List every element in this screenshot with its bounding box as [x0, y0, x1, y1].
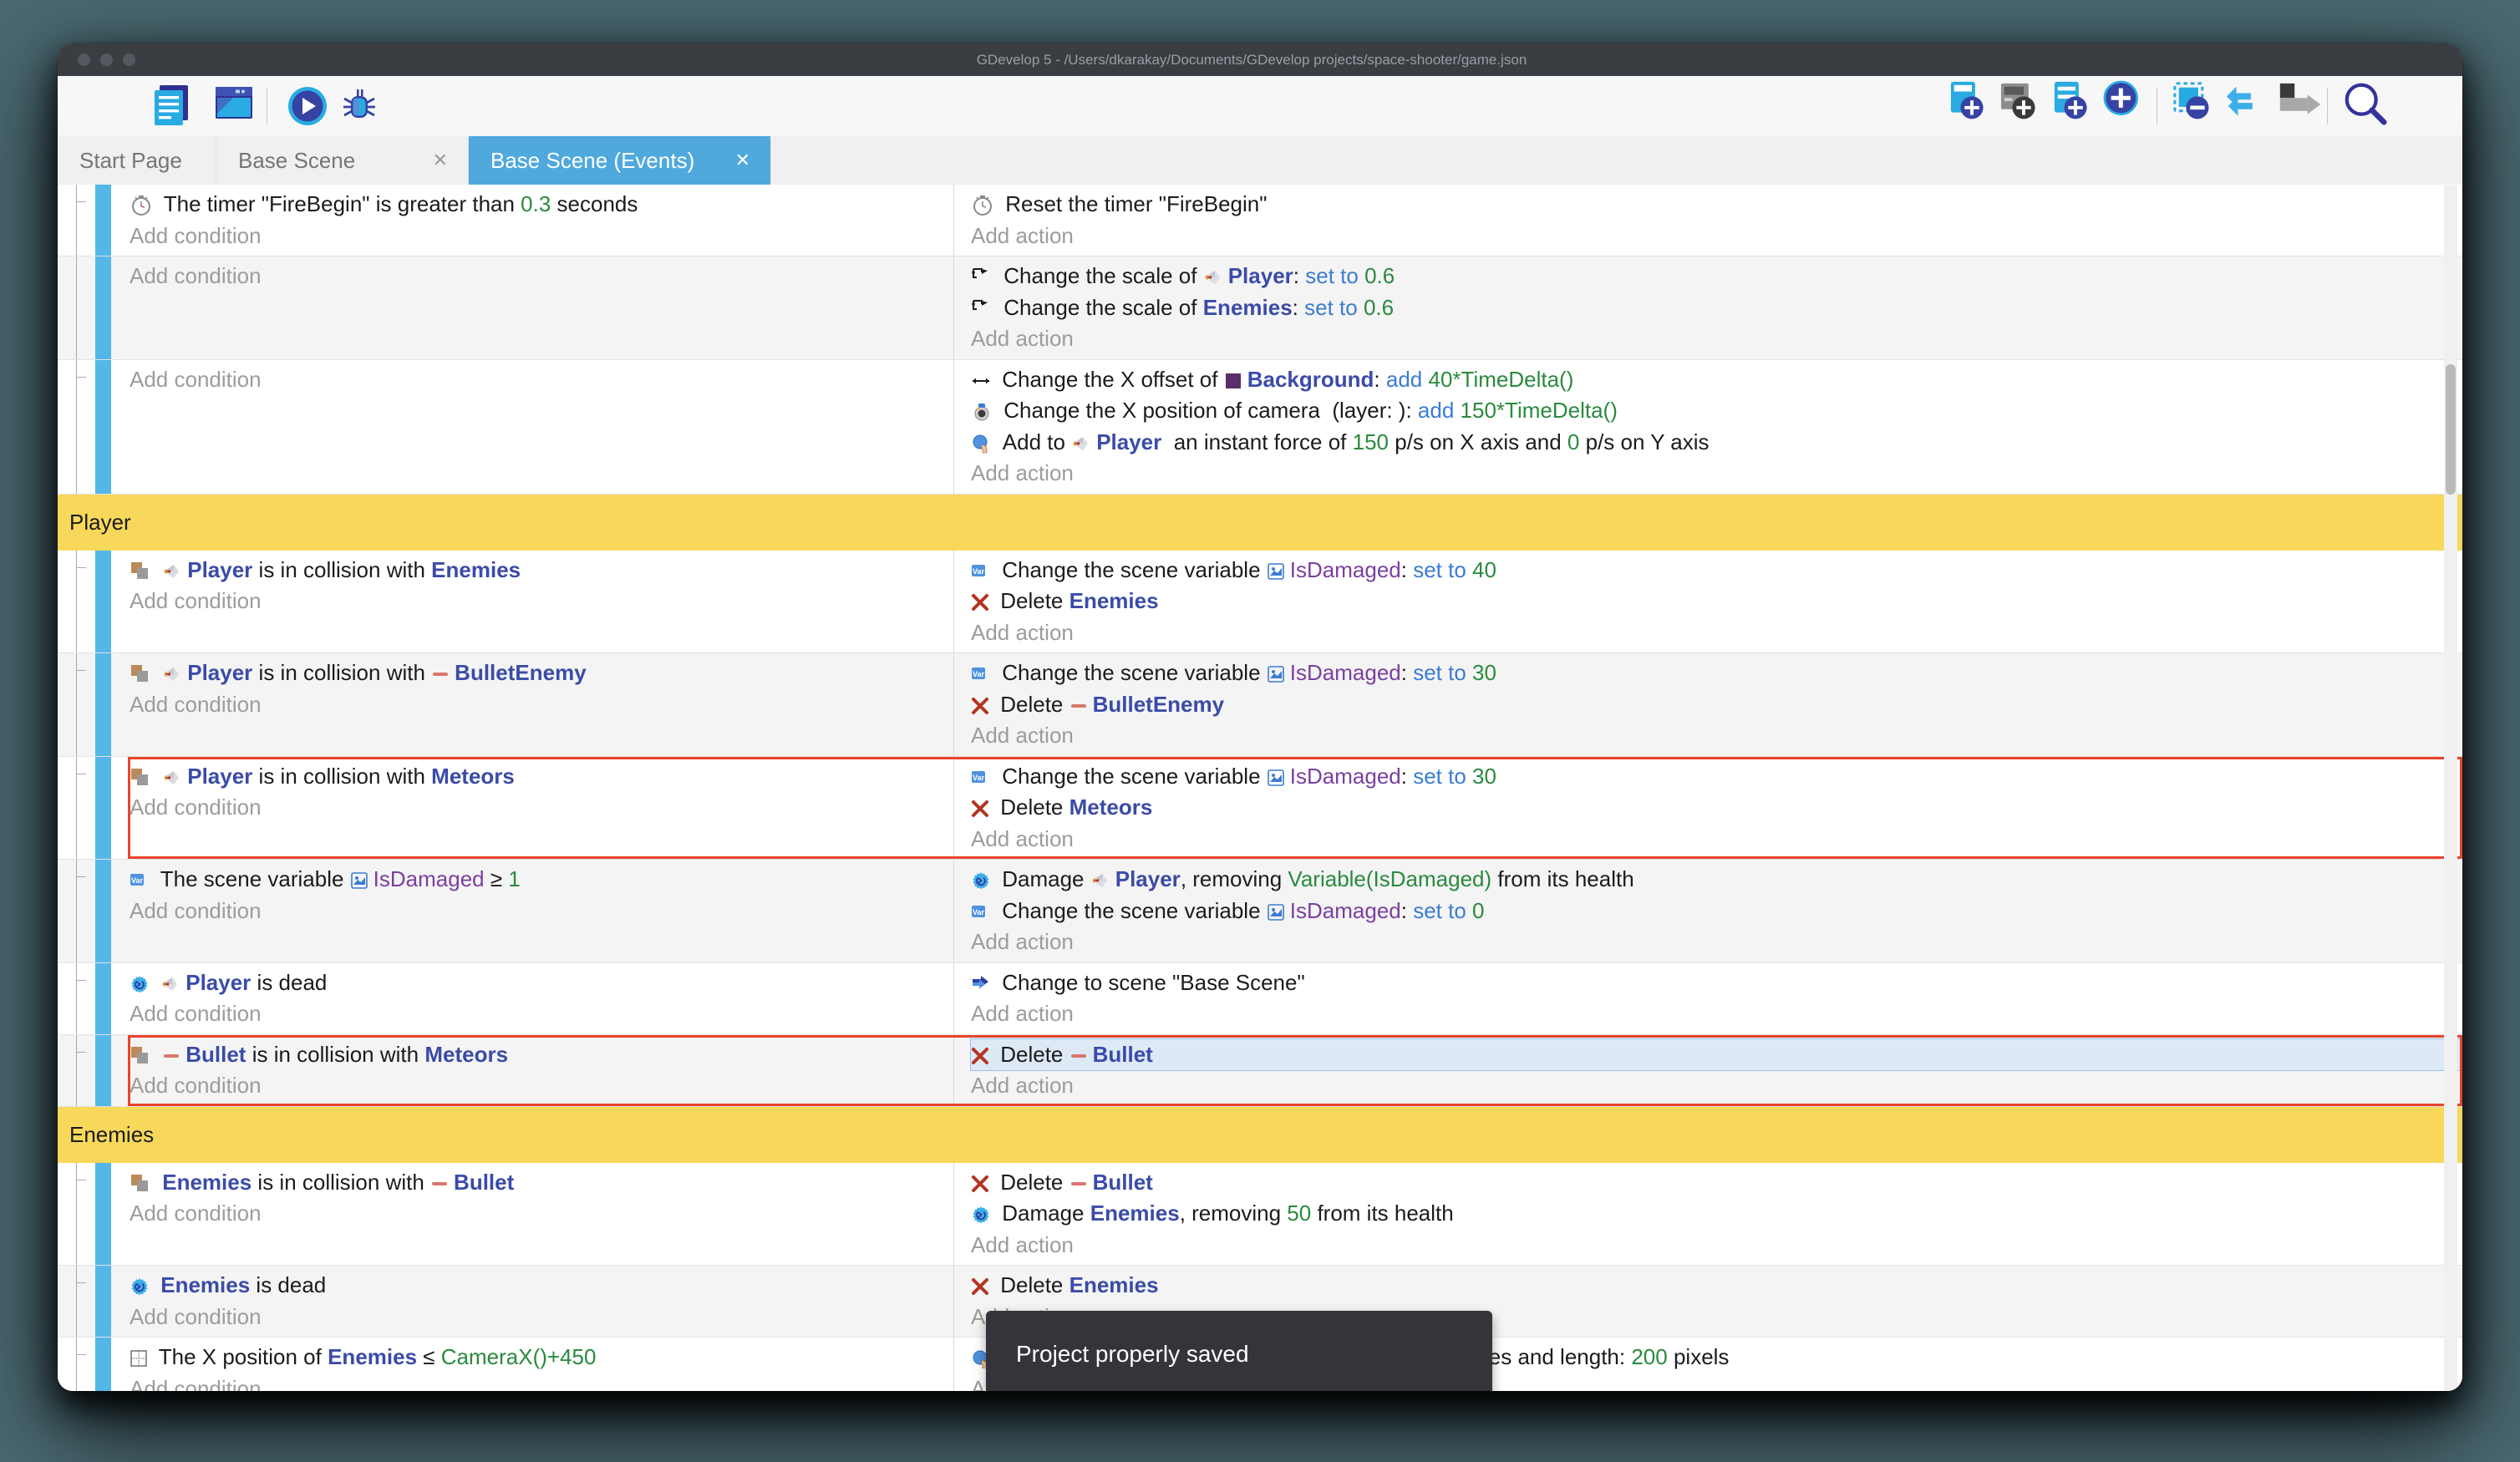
svg-text:Var: Var: [973, 670, 985, 678]
svg-text:Var: Var: [131, 876, 144, 885]
svg-text:Var: Var: [973, 908, 985, 916]
svg-text:Var: Var: [973, 774, 985, 782]
svg-text:Var: Var: [973, 567, 985, 576]
